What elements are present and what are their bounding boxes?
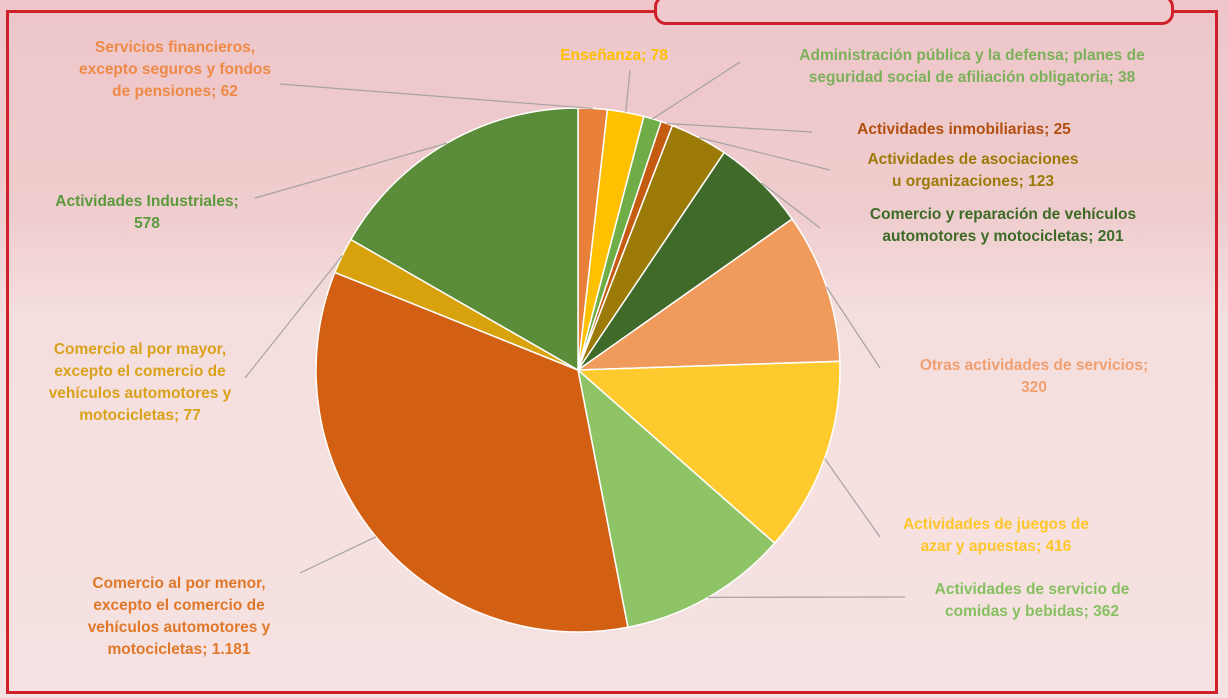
leader-line [652, 61, 741, 120]
data-label-line: seguridad social de afiliación obligator… [809, 69, 1136, 86]
data-label-line: comidas y bebidas; 362 [945, 603, 1119, 620]
data-label-line: Comercio al por mayor, [54, 341, 226, 358]
data-label-line: vehículos automotores y [49, 385, 232, 402]
data-label-line: Actividades de servicio de [935, 581, 1130, 598]
data-label: Actividades de juegos de azar y apuestas;… [903, 516, 1089, 555]
data-label: Actividades Industriales; 578 [55, 193, 238, 232]
data-label-line: Actividades inmobiliarias; 25 [857, 121, 1071, 138]
leader-line [698, 137, 831, 171]
leader-line [279, 83, 593, 110]
data-label: Actividades de servicio de comidas y bebi… [935, 581, 1130, 620]
title-tab [654, 0, 1174, 25]
data-label: Servicios financieros, excepto seguros y … [79, 39, 271, 100]
data-label-line: excepto el comercio de [93, 597, 265, 614]
pie-slice [575, 217, 841, 371]
data-label-line: vehículos automotores y [88, 619, 271, 636]
data-label-line: motocicletas; 77 [79, 407, 200, 424]
data-label: Actividades de asociaciones u organizacio… [867, 151, 1078, 190]
data-label: Comercio y reparación de vehículos automo… [870, 206, 1136, 245]
leader-line [666, 122, 813, 133]
leader-line [824, 458, 881, 538]
leader-line [299, 536, 377, 574]
data-label-line: 578 [134, 215, 160, 232]
data-label-line: 320 [1021, 379, 1047, 396]
data-label-line: automotores y motocicletas; 201 [882, 228, 1124, 245]
pie-slice [349, 107, 579, 372]
data-label-line: Actividades Industriales; [55, 193, 238, 210]
data-label-line: Administración pública y la defensa; pla… [799, 47, 1145, 64]
leader-line [244, 255, 343, 379]
data-label-line: azar y apuestas; 416 [921, 538, 1072, 555]
data-label: Enseñanza; 78 [560, 47, 668, 64]
leader-line [254, 142, 447, 199]
pie-slice [315, 271, 629, 633]
data-label-line: Comercio y reparación de vehículos [870, 206, 1136, 223]
data-label: Comercio al por menor, excepto el comerci… [88, 575, 271, 658]
pie-slice [576, 360, 841, 545]
data-label-line: Comercio al por menor, [92, 575, 265, 592]
data-label: Administración pública y la defensa; pla… [799, 47, 1145, 86]
data-label-line: excepto seguros y fondos [79, 61, 271, 78]
data-label: Otras actividades de servicios; 320 [920, 357, 1148, 396]
data-label-line: motocicletas; 1.181 [107, 641, 250, 658]
data-label-line: excepto el comercio de [54, 363, 226, 380]
data-label-line: Servicios financieros, [95, 39, 255, 56]
leader-line [760, 182, 821, 229]
pie-slice [576, 367, 776, 629]
data-label: Actividades inmobiliarias; 25 [857, 121, 1071, 138]
data-label-line: Otras actividades de servicios; [920, 357, 1148, 374]
data-label-line: Actividades de juegos de [903, 516, 1089, 533]
data-label-line: Actividades de asociaciones [867, 151, 1078, 168]
data-label-line: de pensiones; 62 [112, 83, 238, 100]
data-label: Comercio al por mayor, excepto el comerci… [49, 341, 232, 424]
leader-line [825, 286, 881, 369]
data-label-line: u organizaciones; 123 [892, 173, 1054, 190]
data-label-line: Enseñanza; 78 [560, 47, 668, 64]
chart-frame [6, 0, 1218, 694]
leader-line [625, 69, 631, 113]
